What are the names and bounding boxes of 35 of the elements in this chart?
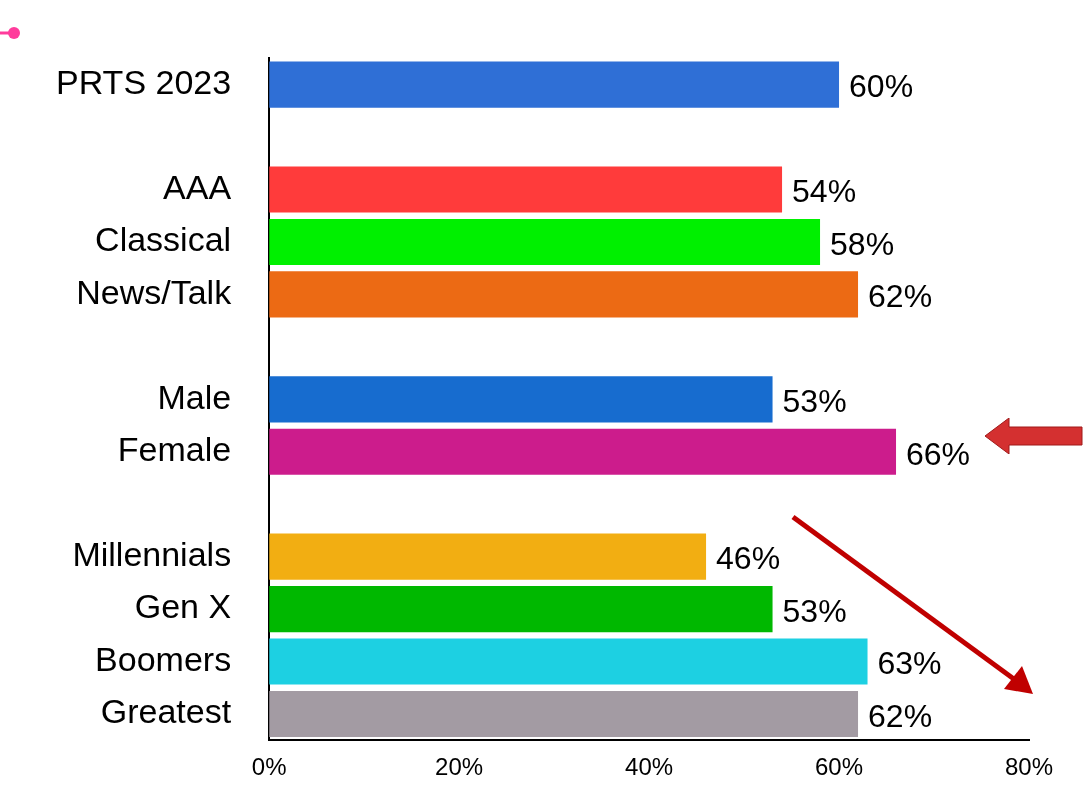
data-label: 58% (830, 225, 895, 262)
data-label: 62% (868, 278, 933, 315)
y-tick-label: Female (117, 430, 232, 469)
data-label: 53% (782, 592, 847, 629)
y-tick-label: PRTS 2023 (55, 63, 232, 101)
data-label: 60% (849, 68, 914, 105)
bar (269, 533, 707, 580)
data-label: 62% (868, 697, 933, 734)
y-tick-label: AAA (163, 167, 232, 206)
data-label: 54% (792, 173, 857, 210)
y-tick-label: News/Talk (76, 272, 233, 311)
data-label: 46% (716, 540, 781, 577)
data-label: 53% (782, 383, 847, 420)
bar (269, 166, 783, 213)
x-tick-label: 60% (815, 753, 864, 781)
x-tick-label: 40% (625, 753, 674, 781)
y-tick-label: Boomers (95, 639, 232, 678)
data-label: 63% (877, 645, 942, 682)
bar (269, 428, 897, 475)
bar (269, 218, 821, 266)
y-tick-label: Greatest (100, 692, 232, 731)
bar (269, 690, 859, 738)
x-tick-label: 20% (435, 753, 484, 781)
x-tick-label: 0% (251, 753, 287, 781)
data-label: 66% (906, 435, 971, 472)
bar (269, 61, 840, 108)
y-tick-label: Gen X (134, 587, 232, 626)
x-tick-label: 80% (1004, 753, 1054, 781)
bar (269, 376, 773, 423)
y-tick-label: Classical (95, 220, 232, 259)
bar (269, 271, 859, 318)
bar (269, 638, 868, 685)
bar (269, 586, 773, 633)
y-tick-label: Millennials (72, 535, 232, 574)
y-tick-label: Male (157, 377, 232, 416)
